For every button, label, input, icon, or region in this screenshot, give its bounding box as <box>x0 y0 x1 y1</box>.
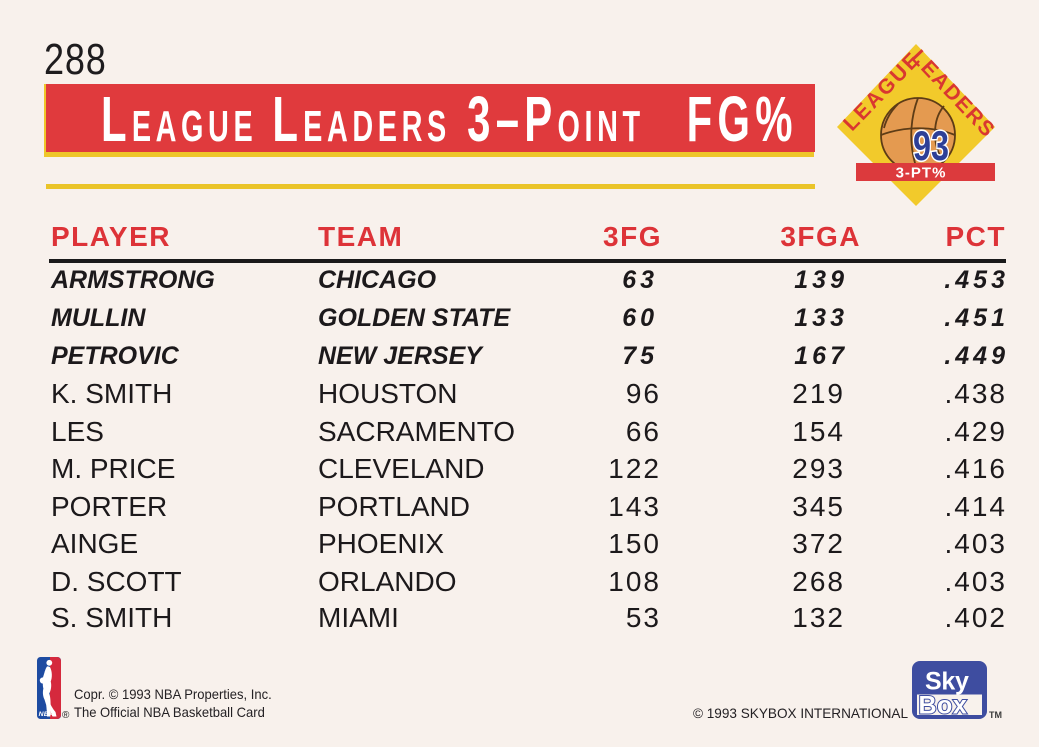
svg-text:3-PT%: 3-PT% <box>896 165 947 182</box>
svg-text:NBA: NBA <box>39 711 54 718</box>
svg-text:Sky: Sky <box>925 668 969 696</box>
svg-text:Box: Box <box>919 692 968 720</box>
svg-text:93: 93 <box>913 122 949 169</box>
